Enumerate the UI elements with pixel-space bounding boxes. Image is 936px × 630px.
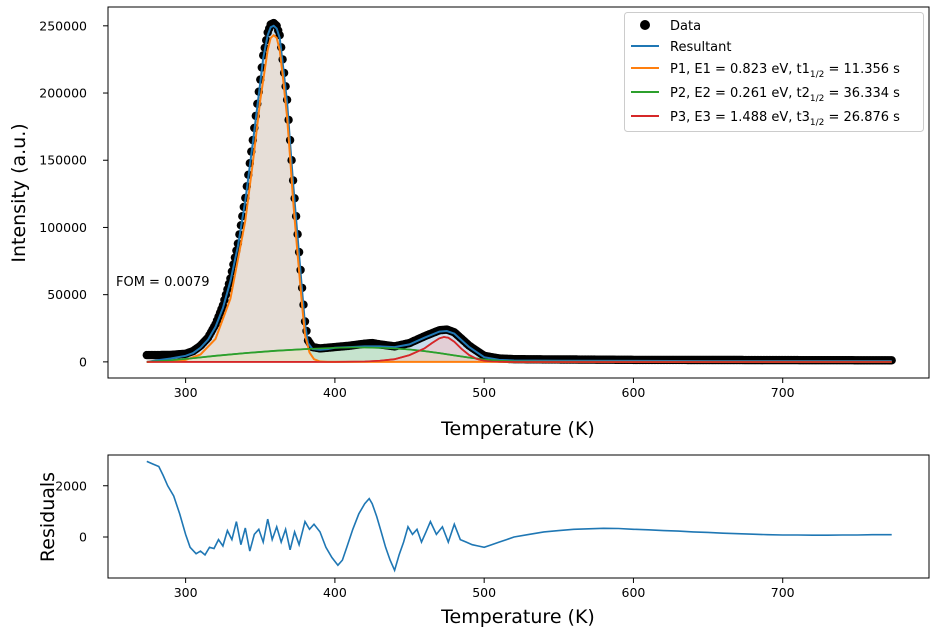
residual-line-layer	[146, 460, 892, 573]
p2-line-overlay	[146, 346, 892, 363]
y-tick-label: 2000	[55, 478, 87, 493]
bottom-x-ticks: 300 400 500 600 700	[174, 578, 795, 600]
p1-fill	[146, 35, 892, 362]
legend: Data Resultant P1, E1 = 0.823 eV, t11/2 …	[624, 12, 924, 132]
bottom-plot-frame	[107, 454, 930, 579]
bottom-x-axis-label: Temperature (K)	[440, 606, 595, 628]
x-tick-label: 700	[771, 385, 795, 400]
residuals-line	[146, 460, 892, 573]
x-tick-label: 500	[472, 585, 496, 600]
x-tick-label: 400	[323, 585, 347, 600]
y-tick-label: 0	[79, 354, 87, 369]
x-tick-label: 300	[174, 385, 198, 400]
y-tick-label: 200000	[39, 86, 87, 101]
legend-label-resultant: Resultant	[670, 40, 731, 55]
p3-line-overlay	[146, 336, 892, 363]
legend-p3-prefix: P3, E3 = 1.488 eV, t3	[670, 110, 810, 125]
bottom-y-axis-label: Residuals	[37, 472, 59, 562]
legend-p3-suffix: = 26.876 s	[824, 110, 900, 125]
intensity-plot: 300 400 500 600 700 0 50000 100000 150000 200000…	[8, 6, 930, 440]
p1-line	[146, 33, 892, 363]
y-tick-label: 150000	[39, 153, 87, 168]
y-tick-label: 250000	[39, 18, 87, 33]
resultant-overlay	[146, 24, 892, 363]
legend-label-p2: P2, E2 = 0.261 eV, t21/2 = 36.334 s	[670, 86, 900, 104]
x-tick-label: 400	[323, 385, 347, 400]
legend-p1-subscript: 1/2	[810, 70, 824, 80]
top-x-ticks: 300 400 500 600 700	[174, 378, 795, 400]
x-tick-label: 600	[622, 585, 646, 600]
y-tick-label: 50000	[47, 287, 87, 302]
legend-label-p1: P1, E1 = 0.823 eV, t11/2 = 11.356 s	[670, 62, 900, 80]
legend-label-p3: P3, E3 = 1.488 eV, t31/2 = 26.876 s	[670, 110, 900, 128]
legend-p1-suffix: = 11.356 s	[824, 62, 900, 77]
y-tick-label: 100000	[39, 220, 87, 235]
top-y-ticks: 0 50000 100000 150000 200000 250000	[39, 18, 108, 369]
fom-annotation: FOM = 0.0079	[116, 275, 210, 290]
legend-box	[624, 12, 924, 132]
legend-p2-subscript: 1/2	[810, 94, 824, 104]
top-plot-frame	[107, 6, 930, 379]
residuals-plot: 300 400 500 600 700 0 2000 Temperature (K) Re…	[37, 454, 930, 628]
top-y-axis-label: Intensity (a.u.)	[8, 123, 30, 262]
x-tick-label: 600	[622, 385, 646, 400]
legend-p3-subscript: 1/2	[810, 118, 824, 128]
legend-p2-prefix: P2, E2 = 0.261 eV, t2	[670, 86, 810, 101]
x-tick-label: 500	[472, 385, 496, 400]
legend-p1-prefix: P1, E1 = 0.823 eV, t1	[670, 62, 810, 77]
y-tick-label: 0	[79, 530, 87, 545]
legend-p2-suffix: = 36.334 s	[824, 86, 900, 101]
legend-marker-data	[640, 20, 650, 30]
bottom-y-ticks: 0 2000	[55, 478, 108, 545]
x-tick-label: 300	[174, 585, 198, 600]
top-x-axis-label: Temperature (K)	[440, 418, 595, 440]
legend-label-data: Data	[670, 19, 701, 34]
resultant-line	[146, 24, 892, 363]
x-tick-label: 700	[771, 585, 795, 600]
